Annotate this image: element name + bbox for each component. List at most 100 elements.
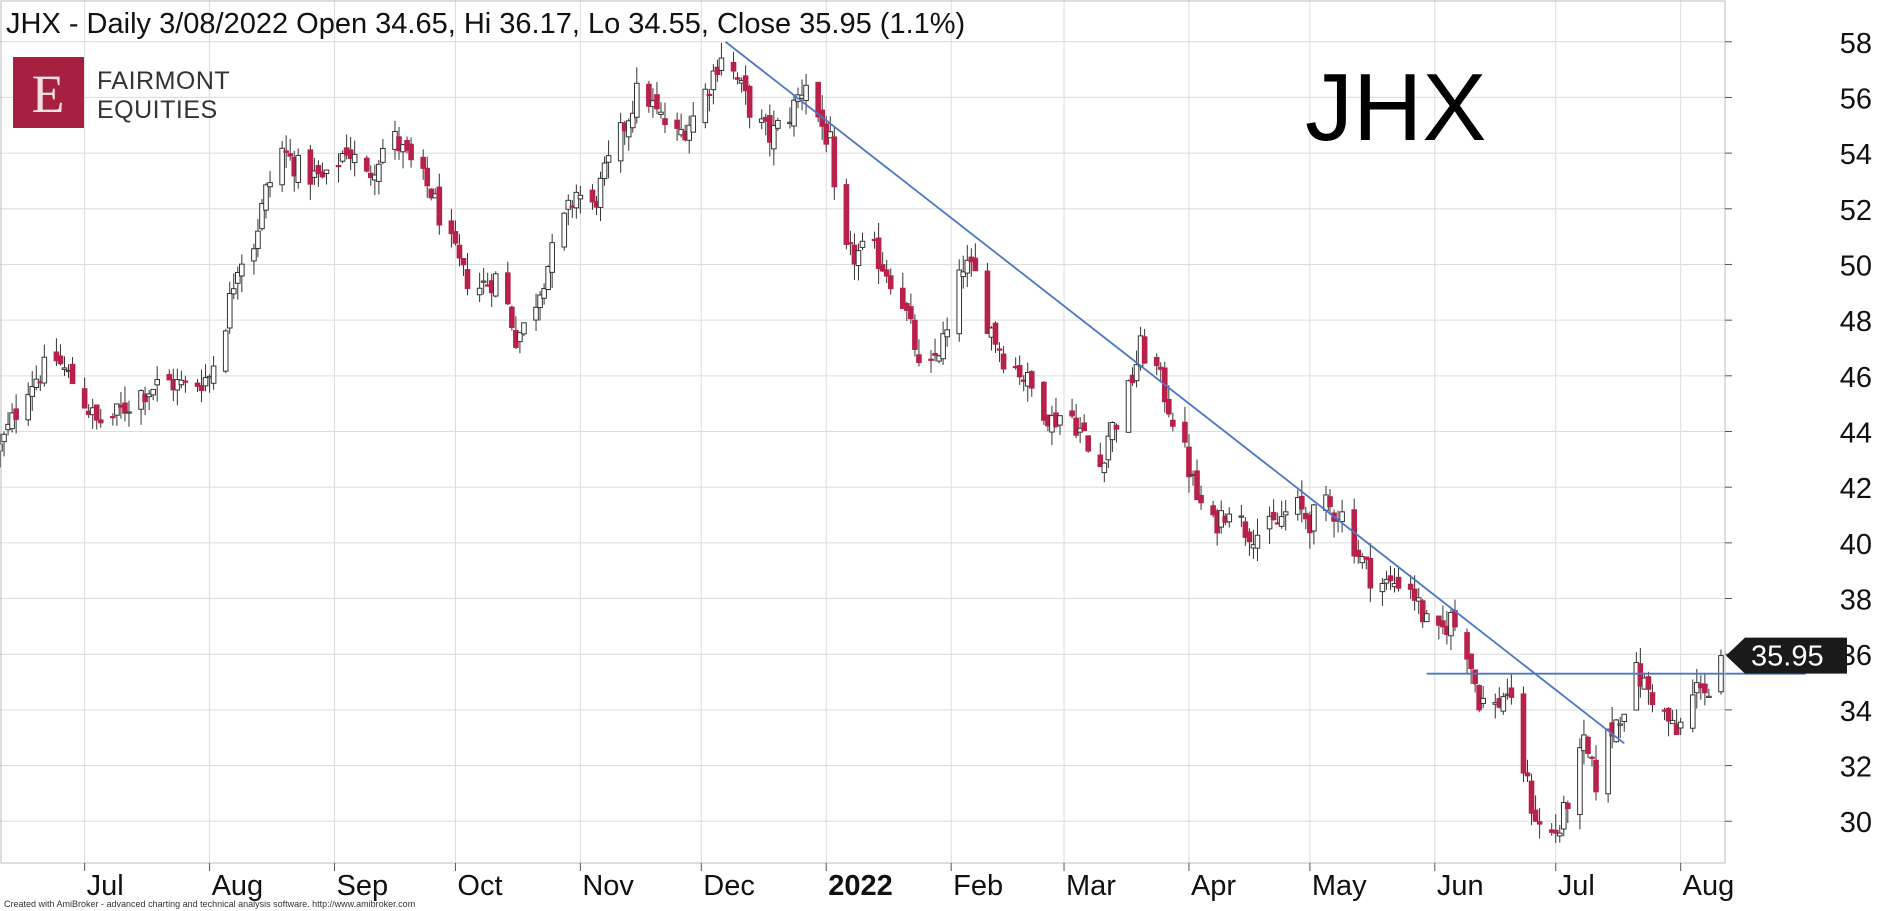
candle-up (230, 288, 237, 295)
candle-up (202, 377, 209, 387)
candle-down (307, 149, 314, 185)
candle-down (1472, 669, 1478, 685)
candle-down (1194, 470, 1200, 501)
candle-up (718, 57, 725, 71)
x-tick-label: May (1312, 870, 1367, 902)
candle-down (1419, 600, 1426, 623)
x-tick-label: Mar (1066, 870, 1116, 902)
x-tick-label: Jun (1437, 870, 1484, 902)
candle-up (702, 88, 709, 124)
candle-down (505, 272, 511, 305)
trendline-downtrend (724, 41, 1625, 745)
candle-down (460, 257, 467, 266)
x-tick-label: Oct (457, 870, 502, 902)
candle-up (1101, 462, 1108, 474)
candle-down (1528, 780, 1535, 814)
candle-up (791, 99, 797, 127)
candle-up (226, 292, 233, 329)
candle-up (964, 259, 971, 274)
candle-down (1182, 421, 1188, 443)
candle-down (1242, 521, 1249, 538)
candle-up (380, 148, 386, 163)
candle-up (521, 322, 527, 335)
candle-down (122, 402, 128, 414)
candle-down (1210, 505, 1216, 516)
candle-up (1282, 511, 1289, 516)
candle-down (1649, 692, 1656, 706)
candle-up (1677, 721, 1684, 729)
candle-down (1387, 575, 1394, 582)
candle-up (295, 154, 302, 183)
candle-up (114, 403, 120, 416)
candle-down (992, 322, 999, 345)
candle-down (456, 244, 463, 259)
candle-up (1480, 697, 1486, 704)
candle-down (1141, 336, 1148, 364)
candle-up (29, 385, 36, 397)
candle-up (1577, 747, 1583, 815)
candle-up (944, 329, 950, 338)
candle-down (928, 358, 934, 361)
candle-up (1613, 719, 1619, 743)
candle-up (565, 199, 572, 210)
candle-down (13, 408, 19, 420)
candle-up (210, 365, 217, 384)
candle-up (1415, 597, 1422, 602)
candle-up (859, 240, 866, 248)
candle-up (1238, 515, 1245, 518)
candle-down (589, 189, 596, 203)
candle-down (984, 270, 991, 334)
candle-down (1085, 435, 1092, 452)
candle-down (1673, 723, 1680, 736)
candle-up (126, 411, 132, 414)
candle-up (625, 120, 632, 138)
candle-down (1476, 685, 1482, 711)
candle-down (1186, 446, 1192, 478)
candle-down (363, 157, 370, 172)
x-tick-label: Aug (212, 870, 264, 902)
candle-up (605, 155, 612, 163)
x-tick-label: Apr (1191, 870, 1236, 902)
candle-down (1069, 410, 1075, 417)
candle-down (831, 136, 838, 188)
candle-down (1464, 632, 1470, 660)
candle-up (775, 119, 781, 129)
candle-down (1411, 588, 1418, 601)
y-tick-label: 40 (1840, 529, 1872, 561)
candle-up (25, 394, 32, 421)
candle-down (1166, 398, 1172, 415)
candle-up (9, 412, 15, 430)
candle-up (323, 169, 330, 175)
candle-up (549, 242, 555, 273)
y-tick-label: 58 (1840, 28, 1872, 60)
candle-up (710, 70, 717, 91)
candle-up (1226, 513, 1233, 523)
candle-down (1246, 531, 1253, 543)
candle-up (956, 269, 963, 335)
candle-up (222, 330, 229, 372)
candle-down (198, 385, 205, 391)
y-tick-label: 54 (1840, 139, 1872, 171)
candle-down (879, 264, 886, 272)
candle-up (537, 294, 543, 309)
candle-down (1407, 583, 1414, 590)
candle-down (424, 167, 431, 187)
candle-up (597, 177, 604, 208)
candle-up (267, 182, 273, 188)
x-tick-label: 2022 (828, 870, 893, 902)
candle-up (1339, 511, 1345, 522)
candle-up (1500, 696, 1507, 712)
candle-down (746, 85, 753, 118)
candle-up (1689, 694, 1696, 729)
candle-down (912, 319, 918, 350)
y-tick-label: 48 (1840, 306, 1872, 338)
candle-down (916, 354, 922, 364)
candle-down (436, 186, 443, 226)
y-tick-label: 34 (1840, 696, 1872, 728)
candle-down (1520, 693, 1527, 774)
candle-down (1508, 687, 1515, 698)
candle-up (492, 273, 499, 297)
candle-down (1097, 454, 1104, 468)
candle-up (311, 170, 318, 178)
candle-up (1556, 832, 1563, 837)
